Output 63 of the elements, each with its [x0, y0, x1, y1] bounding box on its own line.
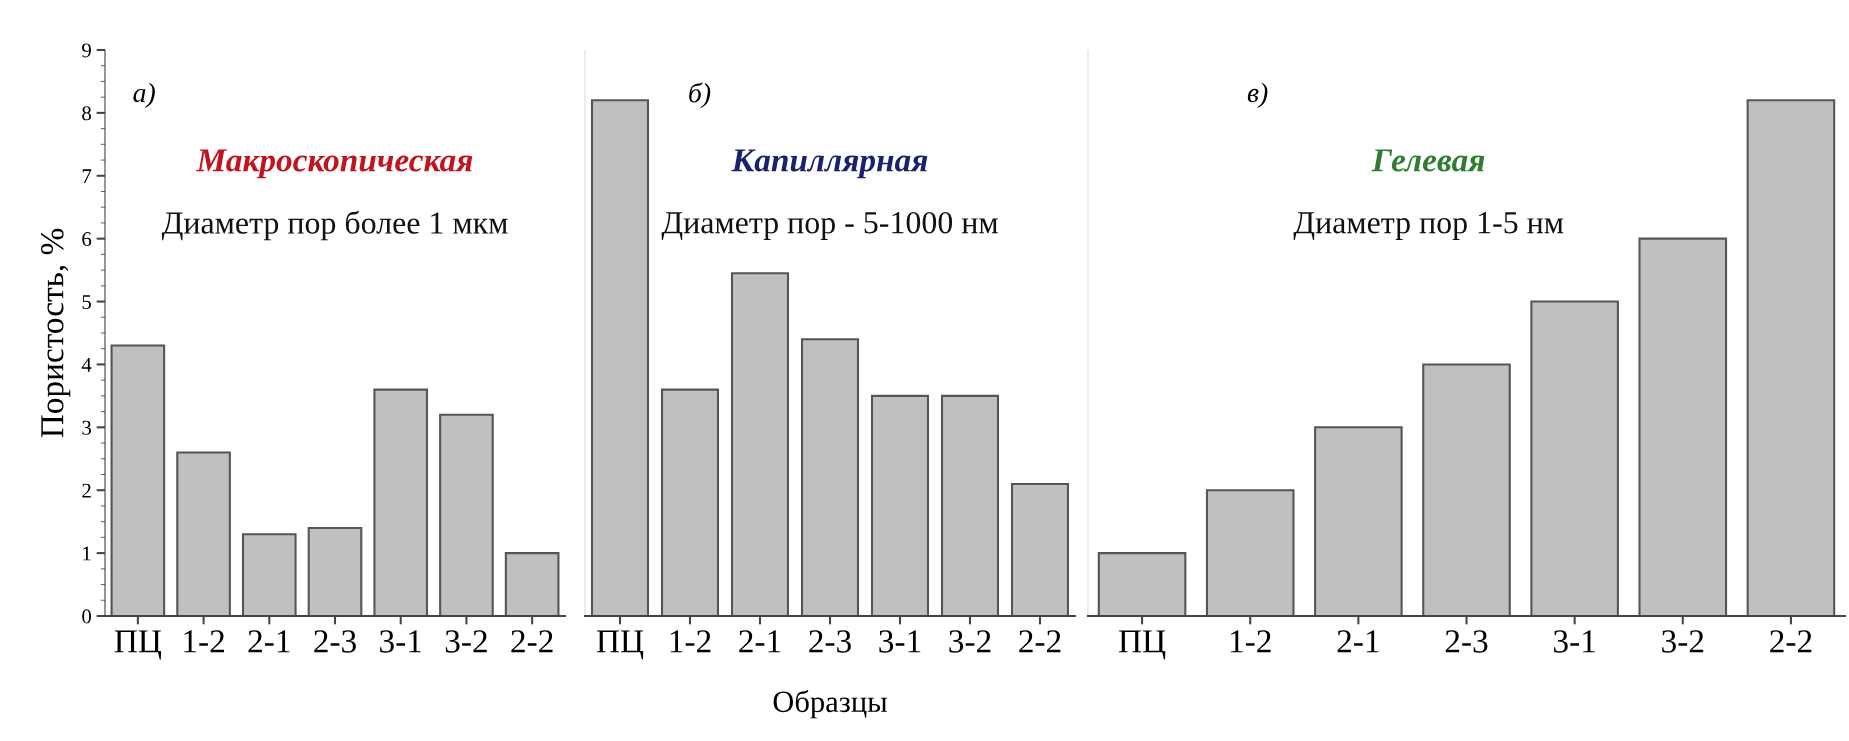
text: Гелевая: [1371, 149, 1485, 172]
text: Диаметр пор - 5-1000 нм: [661, 211, 998, 240]
x-tick-label: 2-1: [1337, 630, 1379, 653]
bar: [1010, 482, 1070, 616]
x-tick-label: 2-2: [511, 630, 553, 653]
x-tick-label: 2-2: [1770, 630, 1812, 653]
y-tick-label: 3: [82, 420, 91, 435]
y-tick-label: 9: [82, 43, 91, 58]
bar: [1314, 426, 1403, 616]
x-tick-label: 3-2: [1662, 630, 1704, 653]
x-tick-label: 3-1: [380, 630, 421, 653]
x-tick-label: 2-1: [248, 630, 290, 653]
bar: [730, 272, 790, 616]
bar: [870, 394, 930, 616]
y-tick-label: 7: [82, 169, 92, 184]
annotation: б): [689, 82, 711, 109]
x-tick-label: ПЦ: [1118, 630, 1166, 660]
annotation: в): [1247, 82, 1268, 108]
x-axis-title: Образцы: [773, 689, 887, 719]
bar: [176, 451, 231, 616]
bar: [660, 388, 720, 616]
x-tick-label: 3-1: [1554, 630, 1595, 653]
x-tick-label: 3-2: [949, 630, 991, 653]
y-tick-label: 8: [82, 106, 92, 121]
x-tick-label: 1-2: [1230, 630, 1271, 653]
bar: [241, 533, 297, 616]
bar: [307, 526, 363, 616]
y-tick-label: 4: [81, 357, 92, 372]
bar: [590, 99, 650, 616]
bar: [1530, 300, 1619, 616]
x-tick-label: 2-3: [809, 630, 851, 653]
x-tick-label: 2-2: [1019, 630, 1061, 653]
x-tick-label: 1-2: [184, 630, 224, 653]
x-tick-label: ПЦ: [596, 630, 644, 660]
y-tick-label: 1: [83, 546, 91, 561]
bar: [1638, 237, 1728, 616]
x-tick-label: 1-2: [670, 630, 711, 653]
annotation: а): [133, 82, 155, 108]
text: Капиллярная: [731, 149, 928, 179]
bar: [373, 388, 429, 616]
text: Диаметр пор более 1 мкм: [161, 210, 508, 241]
x-tick-label: 2-3: [1445, 630, 1488, 653]
y-axis-title: Пористость, %: [41, 228, 71, 438]
x-tick-label: 3-2: [445, 630, 487, 653]
x-tick-label: 2-1: [739, 630, 781, 653]
y-tick-label: 0: [82, 609, 92, 624]
x-tick-label: 2-3: [314, 630, 356, 653]
bar: [1097, 552, 1187, 616]
y-tick-label: 6: [82, 232, 92, 247]
bar: [1205, 489, 1295, 616]
bar: [110, 344, 166, 616]
bar: [800, 338, 860, 616]
bar: [504, 552, 560, 616]
y-tick-label: 5: [82, 295, 91, 309]
bar: [1422, 363, 1511, 616]
bar: [439, 413, 494, 616]
text: Диаметр пор 1-5 нм: [1293, 212, 1564, 240]
text: Макроскопическая: [196, 149, 473, 179]
bar: [1746, 99, 1836, 616]
x-tick-label: ПЦ: [114, 630, 162, 660]
y-tick-label: 2: [82, 483, 91, 498]
bar: [940, 394, 1000, 616]
x-tick-label: 3-1: [879, 630, 921, 653]
